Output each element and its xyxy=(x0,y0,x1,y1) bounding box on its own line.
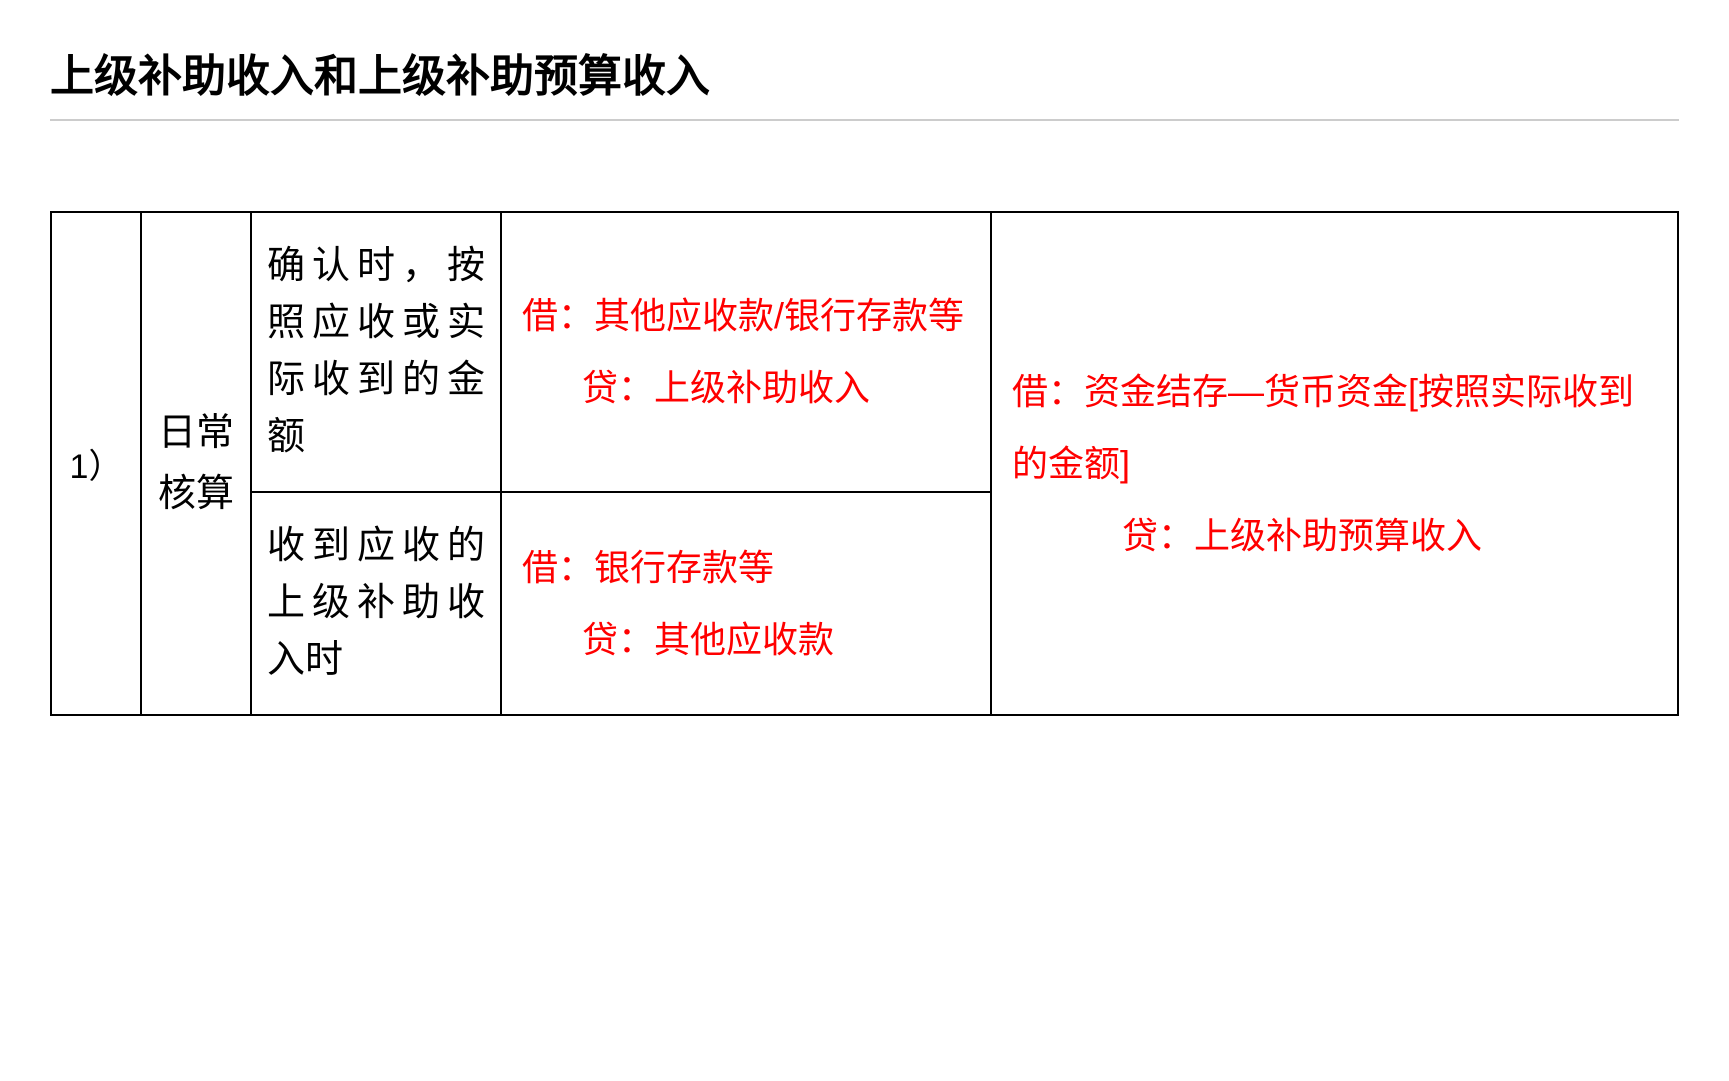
accounting-table: 1） 日常核算 确认时，按照应收或实际收到的金额 借：其他应收款/银行存款等 贷… xyxy=(50,211,1679,716)
entry-credit: 贷：上级补助收入 xyxy=(522,352,970,424)
entry-credit: 贷：其他应收款 xyxy=(522,604,970,676)
page-title: 上级补助收入和上级补助预算收入 xyxy=(50,40,1679,104)
right-entry-debit: 借：资金结存—货币资金[按照实际收到的金额] xyxy=(1012,356,1657,500)
category-text: 日常核算 xyxy=(152,403,240,525)
cell-desc: 确认时，按照应收或实际收到的金额 xyxy=(251,212,501,492)
entry-debit: 借：其他应收款/银行存款等 xyxy=(522,280,970,352)
cell-entry: 借：其他应收款/银行存款等 贷：上级补助收入 xyxy=(501,212,991,492)
cell-entry: 借：银行存款等 贷：其他应收款 xyxy=(501,492,991,715)
cell-index: 1） xyxy=(51,212,141,715)
table-row: 1） 日常核算 确认时，按照应收或实际收到的金额 借：其他应收款/银行存款等 贷… xyxy=(51,212,1678,492)
right-entry-credit: 贷：上级补助预算收入 xyxy=(1012,500,1657,572)
entry-debit: 借：银行存款等 xyxy=(522,532,970,604)
cell-right-entry: 借：资金结存—货币资金[按照实际收到的金额] 贷：上级补助预算收入 xyxy=(991,212,1678,715)
cell-category: 日常核算 xyxy=(141,212,251,715)
cell-desc: 收到应收的上级补助收入时 xyxy=(251,492,501,715)
title-divider xyxy=(50,119,1679,121)
